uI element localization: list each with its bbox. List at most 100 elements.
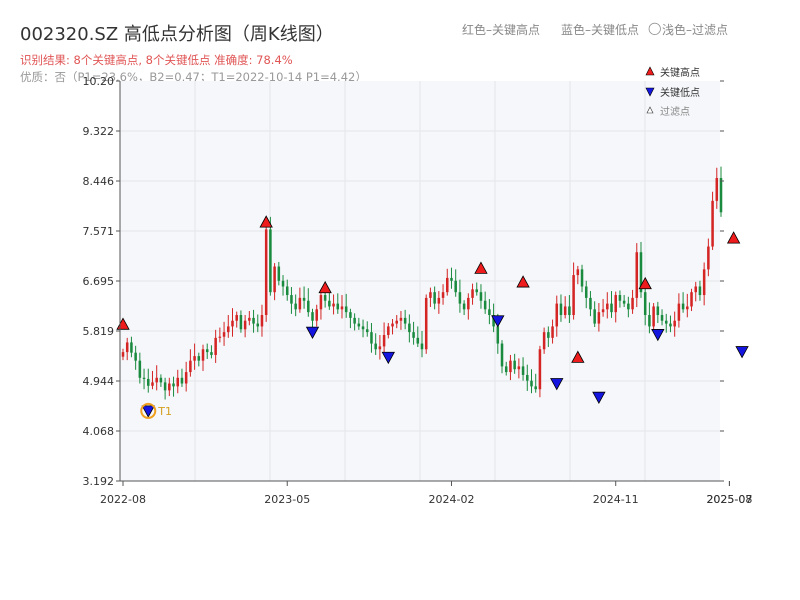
candle-body bbox=[387, 326, 390, 335]
legend-low-label: 关键低点 bbox=[660, 86, 700, 99]
candle-body bbox=[378, 346, 382, 350]
candle-body bbox=[656, 306, 660, 316]
candle-body bbox=[227, 326, 230, 333]
candle-body bbox=[281, 280, 285, 287]
candle-body bbox=[340, 306, 344, 310]
quality-info: 优质：否（P1=23.6%，B2=0.47；T1=2022-10-14 P1=4… bbox=[20, 70, 367, 84]
candle-body bbox=[618, 295, 622, 301]
candle-body bbox=[627, 303, 630, 310]
legend-high-label: 关键高点 bbox=[660, 66, 700, 79]
x-tick-label: 2024-02 bbox=[428, 493, 474, 506]
legend-low-icon bbox=[645, 87, 655, 97]
y-tick-label: 10.20 bbox=[83, 75, 115, 88]
candle-body bbox=[601, 309, 605, 313]
candle-body bbox=[467, 297, 470, 310]
candle-body bbox=[151, 382, 154, 386]
candle-body bbox=[416, 337, 420, 344]
key-low-marker bbox=[592, 391, 606, 405]
candle-body bbox=[551, 326, 554, 338]
candle-body bbox=[719, 178, 723, 213]
candle-body bbox=[513, 360, 516, 370]
candle-body bbox=[235, 315, 238, 321]
candle-body bbox=[125, 342, 129, 353]
candle-body bbox=[610, 303, 613, 313]
legend-filtered-symbol: ◯ bbox=[648, 21, 662, 35]
legend-high-icon bbox=[645, 66, 655, 76]
candle-body bbox=[222, 332, 226, 337]
candle-body bbox=[526, 374, 529, 381]
candle-body bbox=[218, 336, 222, 338]
candle-body bbox=[277, 266, 281, 281]
key-high-marker bbox=[318, 280, 332, 294]
legend-red-text: 红色–关键高点 bbox=[462, 23, 541, 37]
candle-body bbox=[711, 200, 714, 247]
candle-body bbox=[593, 309, 596, 324]
candle-body bbox=[252, 317, 255, 324]
candle-body bbox=[433, 292, 436, 304]
candle-body bbox=[707, 246, 710, 270]
candle-body bbox=[597, 312, 601, 324]
candle-body bbox=[403, 317, 407, 324]
candle-body bbox=[669, 323, 672, 327]
candle-body bbox=[412, 332, 415, 338]
candle-body bbox=[264, 229, 268, 316]
key-low-marker bbox=[735, 346, 749, 359]
candle-body bbox=[319, 295, 323, 310]
key-low-marker bbox=[305, 326, 320, 339]
y-tick-label: 4.068 bbox=[83, 425, 115, 438]
key-high-marker bbox=[259, 215, 273, 228]
candle-body bbox=[323, 295, 327, 301]
candle-body bbox=[563, 306, 567, 316]
candle-body bbox=[176, 377, 180, 387]
candle-body bbox=[652, 306, 655, 327]
candle-body bbox=[205, 349, 209, 353]
candle-body bbox=[210, 352, 213, 355]
candle-body bbox=[715, 178, 719, 201]
candle-body bbox=[576, 269, 580, 276]
candle-body bbox=[660, 315, 664, 321]
candle-body bbox=[180, 377, 184, 384]
candle-body bbox=[399, 317, 403, 321]
candle-body bbox=[572, 275, 575, 316]
candle-body bbox=[479, 292, 483, 301]
candle-body bbox=[353, 317, 356, 324]
candle-body bbox=[163, 382, 167, 391]
candles bbox=[121, 166, 723, 400]
candle-body bbox=[471, 289, 474, 298]
candle-body bbox=[168, 383, 171, 391]
candle-body bbox=[349, 312, 352, 318]
candle-body bbox=[677, 303, 681, 321]
candle-body bbox=[517, 366, 521, 370]
key-high-marker bbox=[516, 275, 530, 288]
legend-filtered-text: 浅色–过滤点 bbox=[662, 23, 729, 37]
candle-body bbox=[454, 280, 457, 293]
candle-body bbox=[197, 356, 201, 361]
y-tick-label: 6.695 bbox=[83, 275, 115, 288]
candle-body bbox=[589, 297, 592, 310]
y-tick-label: 3.192 bbox=[83, 475, 115, 488]
key-low-marker bbox=[381, 351, 395, 365]
candle-body bbox=[273, 266, 276, 293]
candle-body bbox=[298, 297, 302, 310]
candle-body bbox=[509, 360, 512, 373]
candle-body bbox=[130, 342, 133, 353]
y-tick-label: 8.446 bbox=[83, 175, 115, 188]
y-tick-label: 7.571 bbox=[83, 225, 115, 238]
legend-blue-text: 蓝色–关键低点 bbox=[561, 23, 640, 37]
candle-body bbox=[138, 360, 142, 378]
legend-filtered-label: 过滤点 bbox=[660, 105, 690, 118]
candle-body bbox=[424, 297, 428, 350]
y-tick-label: 4.944 bbox=[83, 375, 115, 388]
key-low-marker bbox=[491, 315, 505, 328]
candle-body bbox=[492, 315, 495, 327]
candle-body bbox=[521, 366, 525, 375]
candle-body bbox=[496, 326, 500, 344]
candle-body bbox=[311, 312, 314, 321]
candle-body bbox=[256, 323, 260, 327]
y-tick-label: 5.819 bbox=[83, 325, 115, 338]
key-low-marker bbox=[651, 329, 665, 342]
candle-body bbox=[172, 383, 175, 387]
candle-body bbox=[635, 252, 639, 298]
candle-body bbox=[441, 292, 445, 298]
